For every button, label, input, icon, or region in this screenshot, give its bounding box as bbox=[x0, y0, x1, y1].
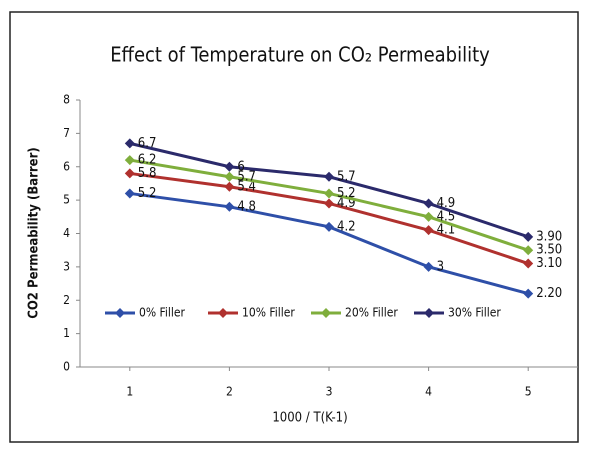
y-tick-label: 5 bbox=[63, 193, 70, 207]
point bbox=[224, 181, 235, 192]
x-tick-label: 5 bbox=[525, 385, 532, 399]
point bbox=[124, 155, 135, 166]
point bbox=[523, 288, 534, 299]
y-tick-label: 6 bbox=[63, 159, 70, 173]
y-tick-label: 0 bbox=[63, 360, 70, 374]
point bbox=[224, 171, 235, 182]
y-tick-label: 2 bbox=[63, 293, 70, 307]
legend-label: 20% Filler bbox=[345, 306, 398, 320]
point bbox=[324, 171, 334, 182]
y-tick-label: 8 bbox=[63, 93, 70, 107]
data-label: 4.1 bbox=[437, 223, 456, 238]
point bbox=[124, 188, 135, 199]
point bbox=[124, 168, 135, 179]
data-label: 3.10 bbox=[536, 256, 562, 271]
point bbox=[224, 161, 235, 172]
y-tick-label: 1 bbox=[63, 326, 70, 340]
data-label: 3.50 bbox=[536, 243, 562, 258]
legend-marker bbox=[218, 308, 228, 318]
point bbox=[324, 221, 334, 232]
point bbox=[423, 211, 434, 222]
data-label: 5.2 bbox=[138, 186, 157, 201]
x-tick-label: 2 bbox=[226, 385, 233, 399]
legend-marker bbox=[321, 308, 331, 318]
legend-marker bbox=[115, 308, 125, 318]
x-tick-label: 1 bbox=[126, 385, 133, 399]
point bbox=[523, 231, 534, 242]
data-label: 6 bbox=[237, 159, 244, 174]
data-label: 3 bbox=[437, 259, 444, 274]
data-label: 5.4 bbox=[237, 179, 256, 194]
data-label: 5.7 bbox=[337, 169, 356, 184]
x-tick-label: 4 bbox=[425, 385, 432, 399]
point bbox=[423, 225, 434, 236]
data-label: 6.2 bbox=[138, 153, 157, 168]
point bbox=[124, 138, 135, 149]
point bbox=[523, 258, 534, 269]
data-label: 2.20 bbox=[536, 286, 562, 301]
data-label: 5.8 bbox=[138, 166, 157, 181]
data-label: 5.7 bbox=[237, 169, 256, 184]
y-tick-label: 7 bbox=[63, 126, 70, 140]
legend-marker bbox=[424, 308, 434, 318]
y-tick-label: 3 bbox=[63, 259, 70, 273]
point bbox=[324, 198, 334, 209]
legend-label: 0% Filler bbox=[139, 306, 186, 320]
y-axis-label: CO2 Permeability (Barrer) bbox=[27, 147, 42, 318]
chart-title: Effect of Temperature on CO₂ Permeabilit… bbox=[110, 43, 490, 67]
point bbox=[423, 198, 434, 209]
legend-label: 30% Filler bbox=[448, 306, 501, 320]
data-label: 6.7 bbox=[138, 136, 157, 151]
y-tick-label: 4 bbox=[63, 226, 70, 240]
data-label: 4.8 bbox=[237, 199, 256, 214]
x-tick-label: 3 bbox=[326, 385, 333, 399]
x-axis-label: 1000 / T(K-1) bbox=[272, 411, 347, 426]
data-label: 5.2 bbox=[337, 186, 356, 201]
point bbox=[324, 188, 334, 199]
data-label: 4.9 bbox=[437, 196, 456, 211]
data-label: 3.90 bbox=[536, 229, 562, 244]
point bbox=[423, 261, 434, 272]
data-label: 4.2 bbox=[337, 219, 356, 234]
data-label: 4.5 bbox=[437, 209, 456, 224]
chart-border bbox=[9, 11, 579, 443]
point bbox=[523, 245, 534, 256]
legend-label: 10% Filler bbox=[242, 306, 295, 320]
point bbox=[224, 201, 235, 212]
